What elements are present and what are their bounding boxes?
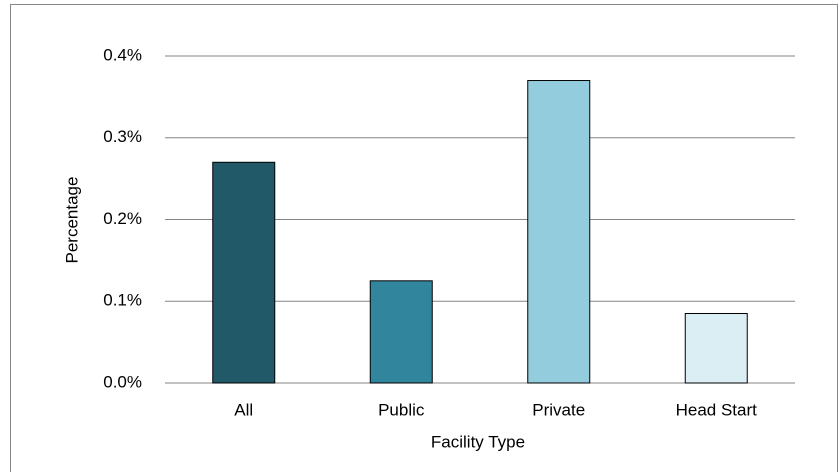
y-tick-label: 0.3% (103, 127, 142, 146)
x-tick-label: Public (378, 400, 425, 419)
x-axis-label: Facility Type (431, 432, 525, 451)
bar (527, 80, 591, 384)
bar (369, 280, 433, 384)
y-tick-label: 0.2% (103, 209, 142, 228)
chart-frame (10, 4, 838, 472)
x-tick-label: All (234, 400, 253, 419)
y-axis-label: Percentage (62, 177, 81, 264)
x-tick-label: Head Start (676, 400, 758, 419)
y-tick-label: 0.0% (103, 372, 142, 391)
bar (212, 161, 276, 384)
y-tick-label: 0.1% (103, 291, 142, 310)
bar (684, 313, 748, 384)
x-tick-label: Private (532, 400, 585, 419)
y-tick-label: 0.4% (103, 45, 142, 64)
